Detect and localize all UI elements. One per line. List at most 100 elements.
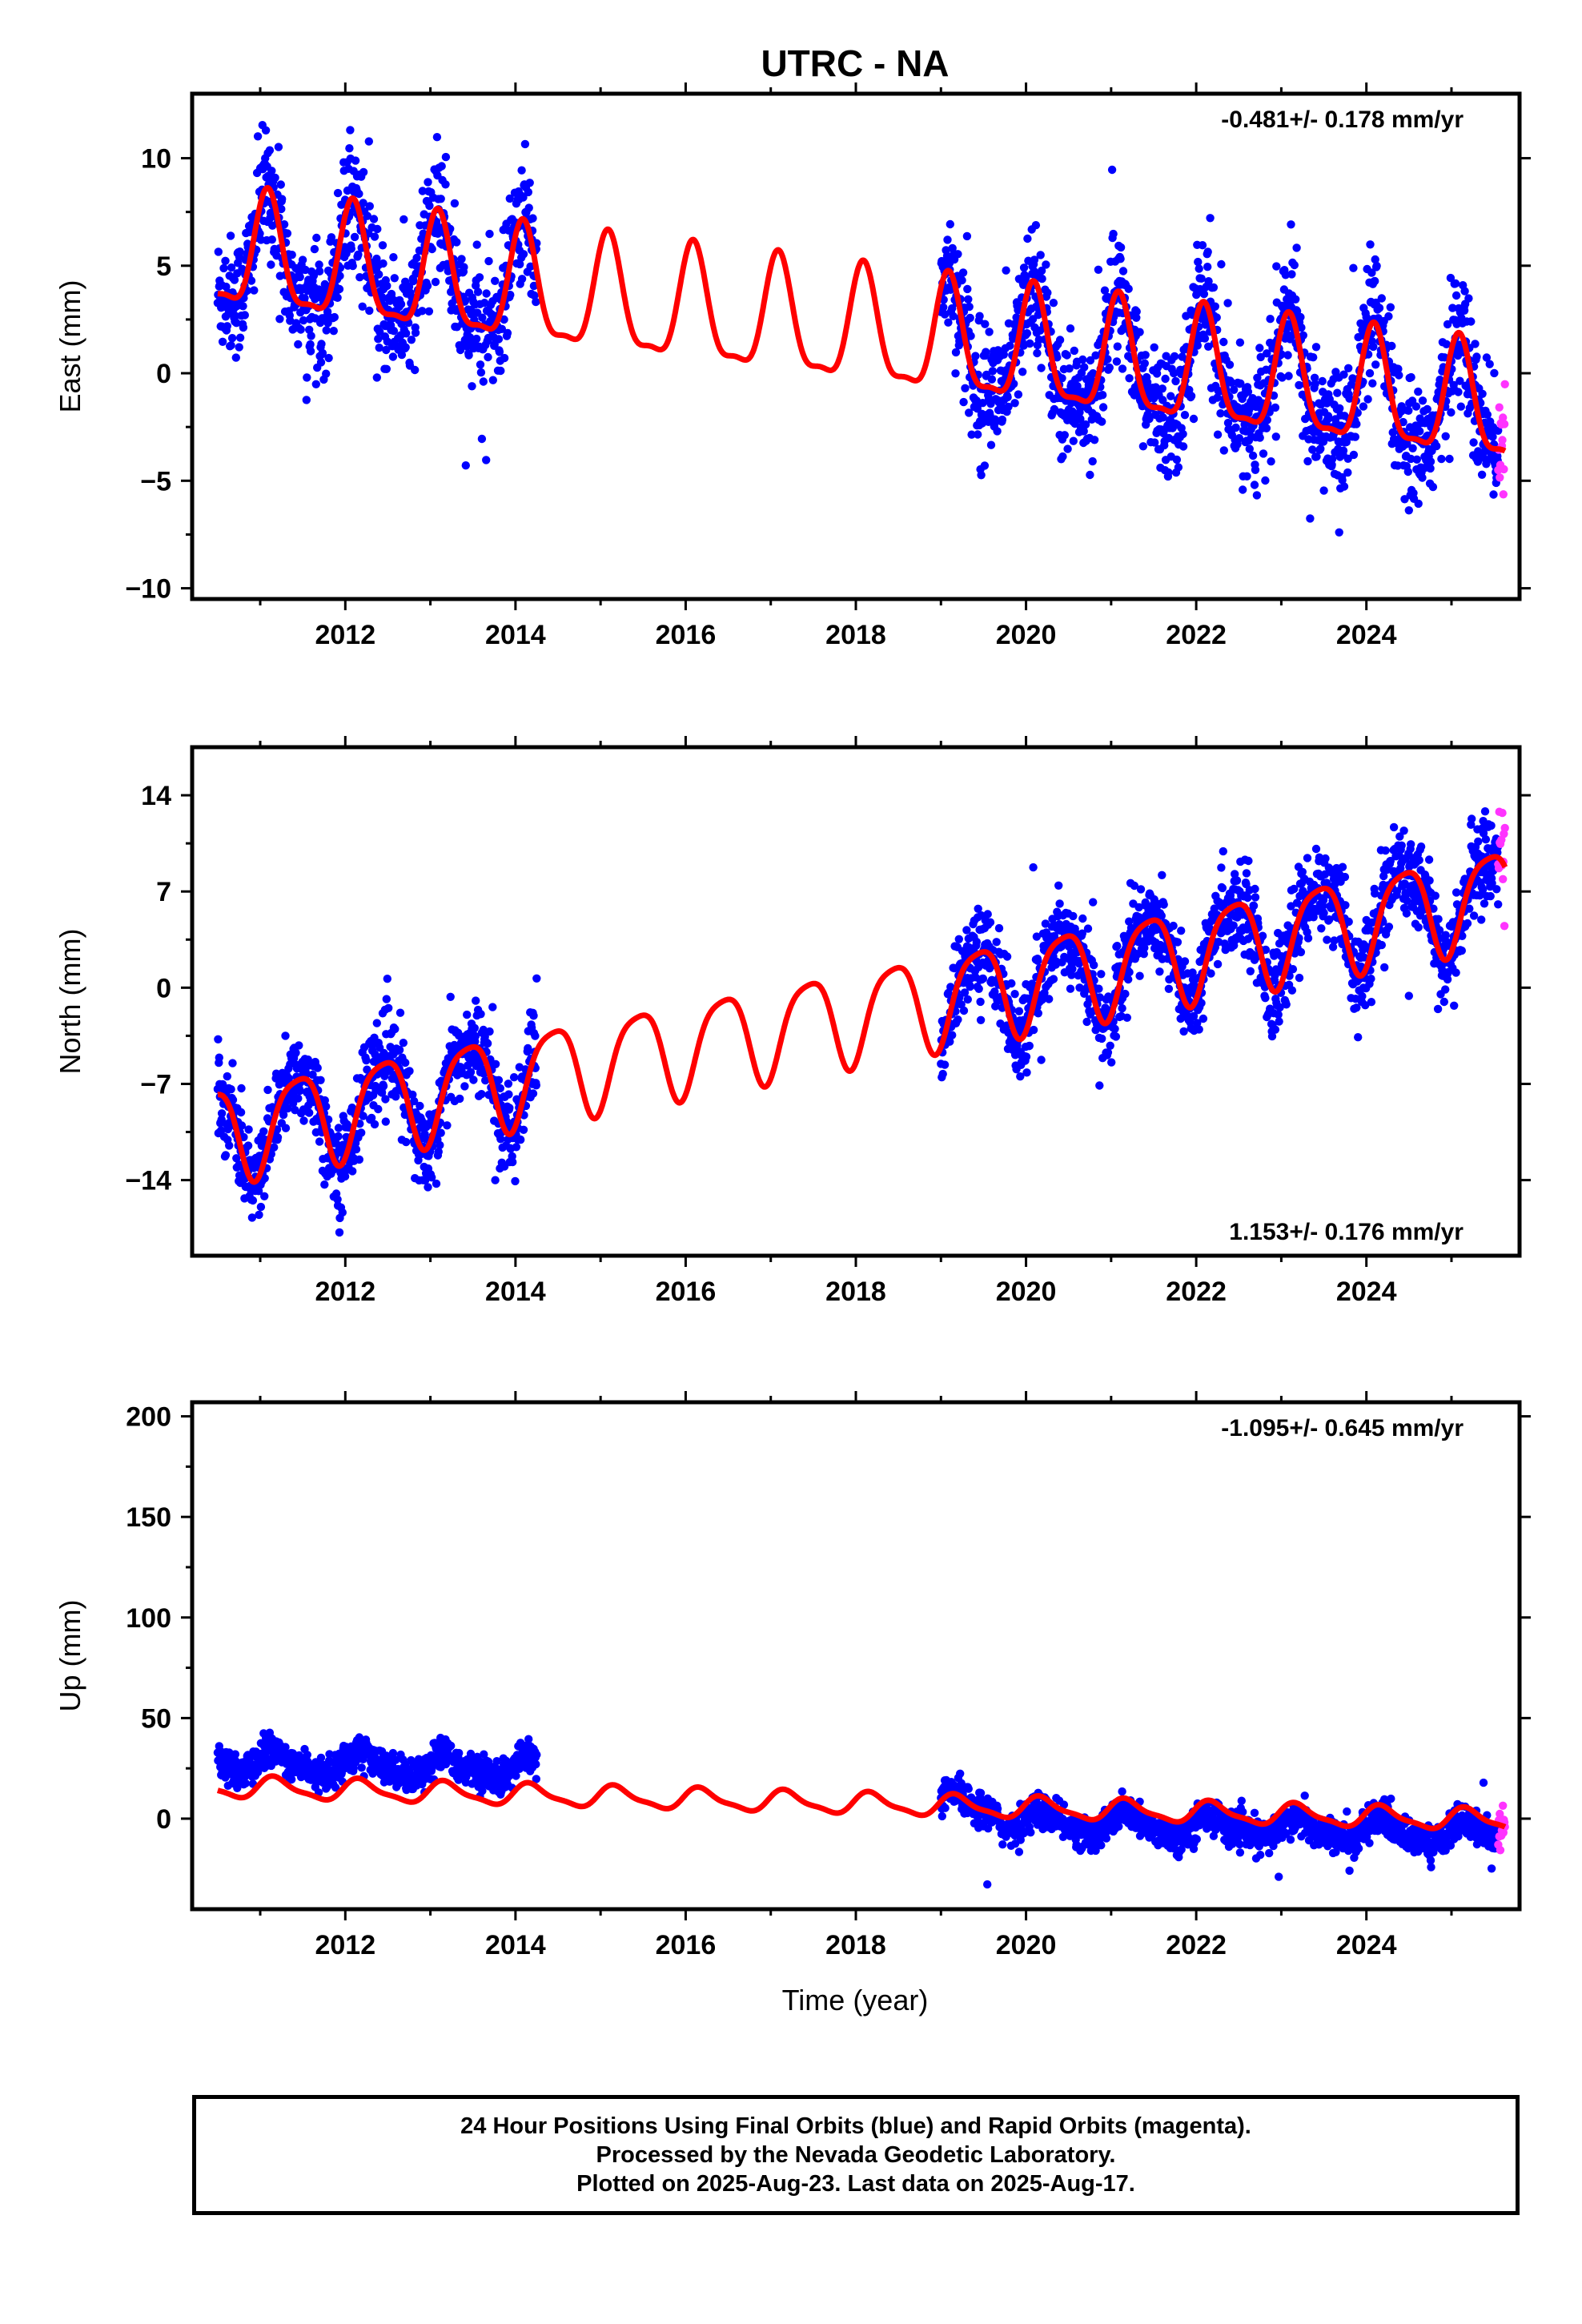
final-orbit-point: [1477, 470, 1487, 479]
final-orbit-point: [299, 316, 308, 325]
final-orbit-point: [1088, 456, 1097, 466]
final-orbit-point: [441, 152, 451, 162]
final-orbit-point: [478, 313, 487, 322]
final-orbit-point: [1158, 384, 1167, 393]
final-orbit-point: [273, 1133, 283, 1142]
final-orbit-point: [379, 1082, 388, 1091]
final-orbit-point: [330, 312, 339, 322]
final-orbit-point: [322, 369, 331, 378]
y-tick-label: −10: [125, 574, 171, 605]
final-orbit-point: [494, 1076, 504, 1085]
final-orbit-point: [1116, 255, 1125, 263]
final-orbit-point: [1132, 307, 1141, 316]
final-orbit-point: [1107, 1058, 1116, 1067]
final-orbit-point: [1055, 336, 1065, 344]
final-orbit-point: [1097, 970, 1106, 979]
plot-area: [213, 1728, 1509, 1889]
x-tick-label: 2022: [1166, 620, 1227, 650]
final-orbit-point: [411, 365, 420, 375]
final-orbit-point: [1412, 455, 1422, 464]
final-orbit-point: [504, 1090, 513, 1099]
final-orbit-point: [496, 366, 505, 376]
final-orbit-point: [1110, 1024, 1119, 1034]
final-orbit-point: [464, 351, 473, 360]
final-orbit-point: [317, 340, 326, 348]
final-orbit-point: [1038, 274, 1046, 283]
final-orbit-point: [504, 1080, 513, 1088]
final-orbit-point: [1022, 1068, 1031, 1077]
final-orbit-point: [1091, 351, 1100, 360]
final-orbit-point: [365, 306, 374, 316]
final-orbit-point: [418, 307, 427, 316]
x-tick-label: 2014: [485, 1277, 546, 1307]
final-orbit-point: [236, 1108, 246, 1117]
final-orbit-point: [418, 187, 427, 195]
final-orbit-point: [1443, 975, 1452, 984]
final-orbit-point: [1199, 1014, 1208, 1023]
final-orbit-point: [505, 1104, 514, 1112]
final-orbit-point: [1384, 923, 1394, 931]
final-orbit-point: [1339, 446, 1348, 455]
final-orbit-point: [266, 208, 275, 218]
final-orbit-point: [1492, 885, 1501, 894]
final-orbit-point: [315, 1137, 324, 1146]
final-orbit-point: [1138, 442, 1148, 451]
final-orbit-point: [1193, 341, 1203, 350]
final-orbit-point: [528, 214, 537, 223]
final-orbit-point: [1018, 368, 1027, 376]
final-orbit-point: [461, 296, 470, 305]
final-orbit-point: [1451, 279, 1460, 288]
final-orbit-point: [370, 1120, 379, 1129]
final-orbit-point: [1474, 837, 1483, 846]
final-orbit-point: [1189, 414, 1199, 424]
final-orbit-point: [473, 287, 483, 296]
final-orbit-point: [420, 1282, 428, 1290]
final-orbit-point: [966, 332, 975, 340]
final-orbit-point: [1174, 463, 1183, 472]
final-orbit-point: [468, 382, 476, 391]
final-orbit-point: [1450, 1001, 1459, 1011]
final-orbit-point: [401, 1058, 410, 1068]
y-axis-label: East (mm): [54, 280, 86, 413]
final-orbit-point: [1113, 342, 1122, 351]
final-orbit-point: [383, 975, 391, 983]
final-orbit-point: [1178, 429, 1187, 439]
final-orbit-point: [491, 1059, 500, 1069]
final-orbit-point: [1158, 396, 1167, 404]
final-orbit-point: [1209, 283, 1219, 292]
final-orbit-point: [1375, 304, 1384, 312]
final-orbit-point: [1200, 334, 1210, 343]
final-orbit-point: [1472, 352, 1481, 361]
final-orbit-point: [496, 1084, 504, 1093]
final-orbit-point: [974, 984, 983, 994]
final-orbit-point: [359, 199, 367, 207]
final-orbit-point: [1469, 911, 1479, 920]
final-orbit-point: [1366, 240, 1375, 249]
final-orbit-point: [1105, 363, 1114, 372]
final-orbit-point: [287, 251, 296, 259]
x-tick-label: 2022: [1166, 1277, 1227, 1307]
final-orbit-point: [1433, 1004, 1443, 1014]
final-orbit-point: [1037, 364, 1046, 372]
final-orbit-point: [384, 1003, 393, 1013]
final-orbit-point: [511, 1176, 520, 1186]
final-orbit-point: [1002, 952, 1012, 961]
final-orbit-point: [1232, 876, 1242, 885]
final-orbit-point: [391, 1024, 400, 1034]
final-orbit-point: [1266, 315, 1275, 324]
final-orbit-point: [1034, 956, 1042, 966]
final-orbit-point: [1464, 294, 1473, 303]
final-orbit-point: [1063, 444, 1072, 453]
final-orbit-point: [1135, 971, 1144, 980]
final-orbit-point: [1230, 385, 1239, 394]
final-orbit-point: [519, 250, 528, 259]
final-orbit-point: [1490, 368, 1499, 378]
final-orbit-point: [981, 320, 990, 328]
final-orbit-point: [529, 281, 539, 291]
final-orbit-point: [329, 327, 338, 336]
final-orbit-point: [382, 364, 391, 373]
final-orbit-point: [1022, 1052, 1031, 1061]
final-orbit-point: [1118, 364, 1127, 373]
final-orbit-point: [1349, 263, 1358, 272]
final-orbit-point: [460, 1082, 469, 1091]
